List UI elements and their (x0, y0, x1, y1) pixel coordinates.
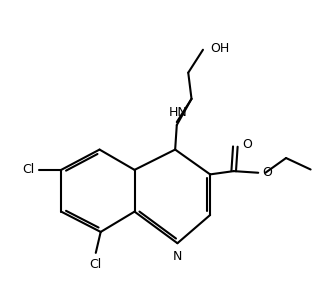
Text: Cl: Cl (22, 163, 34, 176)
Text: Cl: Cl (90, 258, 102, 271)
Text: N: N (173, 250, 182, 263)
Text: O: O (262, 166, 272, 179)
Text: HN: HN (169, 106, 188, 119)
Text: OH: OH (210, 42, 229, 55)
Text: O: O (242, 139, 252, 151)
